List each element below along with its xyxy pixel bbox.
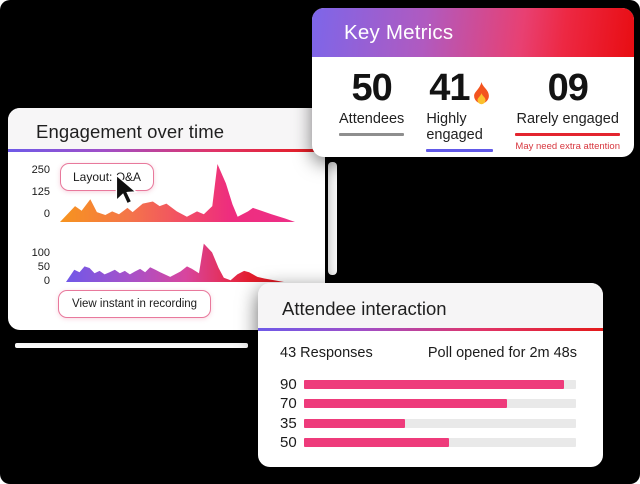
poll-bar-fill [304, 438, 449, 448]
poll-stats-row: 43 Responses Poll opened for 2m 48s [258, 331, 603, 361]
lower-engagement-area-chart [66, 243, 284, 282]
poll-bar-track [304, 438, 576, 448]
rarely-engaged-note: May need extra attention [515, 140, 620, 152]
y-tick: 250 [31, 164, 50, 176]
poll-bar-row: 90 [280, 375, 576, 395]
metric-attendees: 50 Attendees [339, 67, 405, 136]
upper-chart-y-axis: 250 125 0 [22, 164, 50, 220]
engagement-over-time-card: Engagement over time 250 125 0 100 50 0 … [8, 108, 325, 330]
gradient-divider [8, 149, 325, 152]
highly-engaged-label: Highly engaged [426, 111, 483, 143]
view-instant-button[interactable]: View instant in recording [58, 290, 212, 318]
attendees-underline [339, 133, 405, 136]
key-metrics-header: Key Metrics [312, 8, 634, 57]
attendee-card-title: Attendee interaction [282, 298, 447, 319]
attendees-count: 50 [351, 67, 393, 109]
key-metrics-card: Key Metrics 50 Attendees 41 Highly engag… [312, 8, 634, 157]
highly-engaged-underline [426, 149, 494, 152]
metric-highly-engaged: 41 Highly engaged [426, 68, 494, 152]
gradient-divider [258, 328, 603, 331]
poll-bar-label: 90 [280, 375, 297, 393]
highly-engaged-count: 41 [429, 68, 490, 108]
poll-bar-track [304, 418, 576, 428]
lower-chart-y-axis: 100 50 0 [22, 247, 50, 287]
layout-tooltip-label: Layout: Q&A [73, 170, 142, 184]
poll-bar-track [304, 399, 576, 409]
poll-bar-fill [304, 418, 406, 428]
poll-bar-label: 35 [280, 414, 297, 432]
attendee-interaction-card: Attendee interaction 43 Responses Poll o… [258, 283, 603, 467]
layout-tooltip: Layout: Q&A [60, 163, 155, 191]
key-metrics-body: 50 Attendees 41 Highly engaged 09 Rarely… [312, 57, 634, 152]
engagement-card-title: Engagement over time [36, 121, 225, 142]
metric-rarely-engaged: 09 Rarely engaged May need extra attenti… [515, 68, 620, 152]
attendees-label: Attendees [339, 111, 405, 127]
key-metrics-title: Key Metrics [344, 20, 454, 44]
y-tick: 125 [31, 186, 50, 198]
y-tick: 0 [43, 208, 50, 220]
attendee-card-header: Attendee interaction [258, 283, 603, 328]
y-tick: 50 [37, 261, 50, 273]
cursor-icon [115, 174, 138, 205]
poll-bar-chart: 90 70 35 50 [258, 361, 603, 453]
poll-bar-row: 70 [280, 394, 576, 414]
poll-bar-fill [304, 379, 565, 389]
view-instant-button-label: View instant in recording [72, 298, 198, 310]
poll-bar-track [304, 379, 576, 389]
poll-bar-label: 70 [280, 395, 297, 413]
y-tick: 100 [31, 247, 50, 259]
card-echo-horizontal [15, 343, 248, 348]
upper-engagement-area-chart [60, 164, 295, 222]
poll-open-duration: Poll opened for 2m 48s [427, 344, 577, 361]
rarely-engaged-underline [515, 133, 620, 136]
poll-bar-row: 35 [280, 414, 576, 434]
highly-engaged-value: 41 [429, 67, 470, 109]
flame-icon [473, 82, 489, 105]
poll-bar-label: 50 [280, 434, 297, 452]
rarely-engaged-count: 09 [547, 67, 589, 109]
card-echo-vertical [328, 162, 337, 275]
poll-bar-row: 50 [280, 433, 576, 453]
poll-bar-fill [304, 399, 507, 409]
responses-count: 43 Responses [280, 344, 373, 361]
rarely-engaged-label: Rarely engaged [516, 111, 619, 127]
y-tick: 0 [43, 275, 50, 287]
engagement-card-header: Engagement over time [8, 108, 325, 149]
